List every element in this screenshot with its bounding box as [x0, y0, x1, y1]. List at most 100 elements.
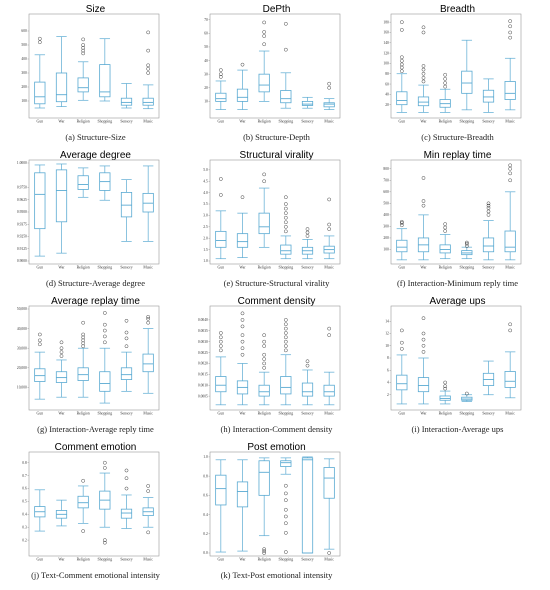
box-religion: [258, 20, 270, 102]
outlier-point: [240, 346, 245, 351]
box-religion: [439, 222, 451, 260]
outlier-point: [146, 484, 150, 488]
x-category-label: Shopping: [98, 558, 113, 562]
y-tick-label: 200: [383, 236, 389, 240]
y-tick-label: 180: [383, 20, 389, 24]
chart-title: Min replay time: [423, 150, 492, 161]
y-tick-label: 40,000: [17, 327, 27, 332]
figure-caption: (g) Interaction-Average reply time: [37, 424, 154, 434]
y-tick-label: 60: [385, 82, 389, 86]
outlier-point: [486, 201, 491, 206]
x-category-label: Religion: [258, 412, 271, 416]
y-tick-label: 120: [383, 51, 389, 55]
box-war: [55, 163, 68, 254]
outlier-point: [81, 51, 85, 56]
outlier-point: [124, 344, 129, 349]
iqr-box: [142, 97, 154, 106]
figure-caption: (j) Text-Comment emotional intensity: [31, 570, 160, 580]
y-tick-label: 100: [383, 248, 389, 252]
box-religion: [77, 37, 89, 101]
x-category-label: Shopping: [98, 266, 113, 270]
chart-panel: Comment density 0.0005 0.0010 0.0015 0.0020 0…: [189, 296, 364, 436]
outlier-point: [421, 343, 426, 348]
x-category-label: Music: [143, 120, 153, 124]
x-category-label: Gun: [399, 412, 406, 416]
outlier-point: [508, 322, 512, 327]
outlier-point: [219, 331, 223, 335]
chart-title: Average degree: [60, 150, 131, 161]
iqr-box: [504, 230, 516, 253]
x-category-label: Religion: [439, 412, 452, 416]
outlier-point: [284, 339, 288, 344]
chart-panel: Average degree 0.9000 0.9125 0.9250 0.9375 0.…: [8, 150, 183, 290]
y-tick-label: 200: [21, 85, 27, 89]
x-category-label: Religion: [77, 266, 90, 270]
y-tick-label: 0.0010: [198, 383, 208, 387]
outlier-point: [262, 333, 266, 337]
y-tick-label: 0.9500: [17, 210, 27, 214]
outlier-point: [284, 220, 288, 225]
box-music: [323, 81, 335, 110]
y-tick-label: 10,000: [17, 386, 27, 391]
outlier-point: [240, 339, 245, 344]
chart-title: DePth: [262, 4, 291, 15]
iqr-box: [504, 81, 516, 100]
x-category-label: Religion: [439, 266, 452, 270]
y-tick-label: 50,000: [17, 307, 27, 312]
outlier-point: [146, 30, 150, 35]
outlier-point: [284, 47, 288, 52]
iqr-box: [215, 230, 227, 248]
outlier-point: [146, 63, 150, 68]
chart-panel: Average replay time 10,000 20,000 30,000 40,…: [8, 296, 183, 436]
outlier-point: [262, 357, 266, 361]
box-gun: [34, 164, 46, 257]
x-category-label: Gun: [399, 266, 406, 270]
chart-panel: Comment emotion 0.2 0.3 0.4 0.5 0.6 0.7 0.8 Gun W…: [8, 442, 183, 582]
box-sensory: [120, 179, 133, 242]
box-sensory: [482, 78, 495, 113]
box-music: [323, 197, 335, 260]
outlier-point: [240, 311, 245, 316]
box-war: [236, 195, 249, 258]
x-category-label: Gun: [399, 120, 406, 124]
y-tick-label: 300: [383, 225, 389, 229]
iqr-box: [280, 460, 292, 467]
box-shopping: [99, 165, 111, 201]
box-gun: [215, 68, 227, 110]
y-tick-label: 14: [385, 319, 389, 323]
outlier-point: [146, 48, 150, 53]
box-shopping: [99, 460, 111, 545]
chart-panel: DePth 10 20 30 40 50 60 70 Gun War Religion Shoppin…: [189, 4, 364, 144]
iqr-box: [301, 457, 314, 554]
x-category-label: Shopping: [279, 266, 294, 270]
outlier-point: [219, 75, 223, 79]
plot-frame: [209, 451, 341, 557]
iqr-box: [77, 175, 89, 190]
box-plot: 0.0005 0.0010 0.0015 0.0020 0.0025 0.0030 0.00…: [198, 305, 341, 416]
box-music: [323, 326, 335, 406]
y-tick-label: 300: [21, 71, 27, 75]
outlier-point: [240, 333, 245, 337]
outlier-point: [443, 77, 447, 81]
x-category-label: Gun: [37, 266, 44, 270]
x-category-label: Sensory: [301, 412, 313, 416]
outlier-point: [81, 529, 85, 533]
outlier-point: [508, 166, 512, 171]
y-tick-label: 700: [383, 178, 389, 182]
figure-caption: (d) Structure-Average degree: [46, 278, 145, 288]
x-category-label: Sensory: [301, 266, 313, 270]
box-gun: [396, 328, 408, 405]
outlier-point: [81, 320, 85, 325]
x-category-label: Shopping: [98, 412, 113, 416]
y-tick-label: 10: [385, 344, 389, 348]
iqr-box: [55, 169, 68, 223]
y-tick-label: 10: [204, 100, 208, 104]
box-war: [417, 316, 430, 405]
x-category-label: Sensory: [482, 412, 494, 416]
box-plot: 20 40 60 80 100 120 140 160 180 Gun War Religion Sho…: [383, 13, 522, 124]
outlier-point: [240, 318, 245, 322]
box-music: [142, 315, 154, 394]
outlier-point: [327, 551, 331, 555]
box-religion: [439, 72, 451, 113]
outlier-point: [146, 66, 150, 71]
